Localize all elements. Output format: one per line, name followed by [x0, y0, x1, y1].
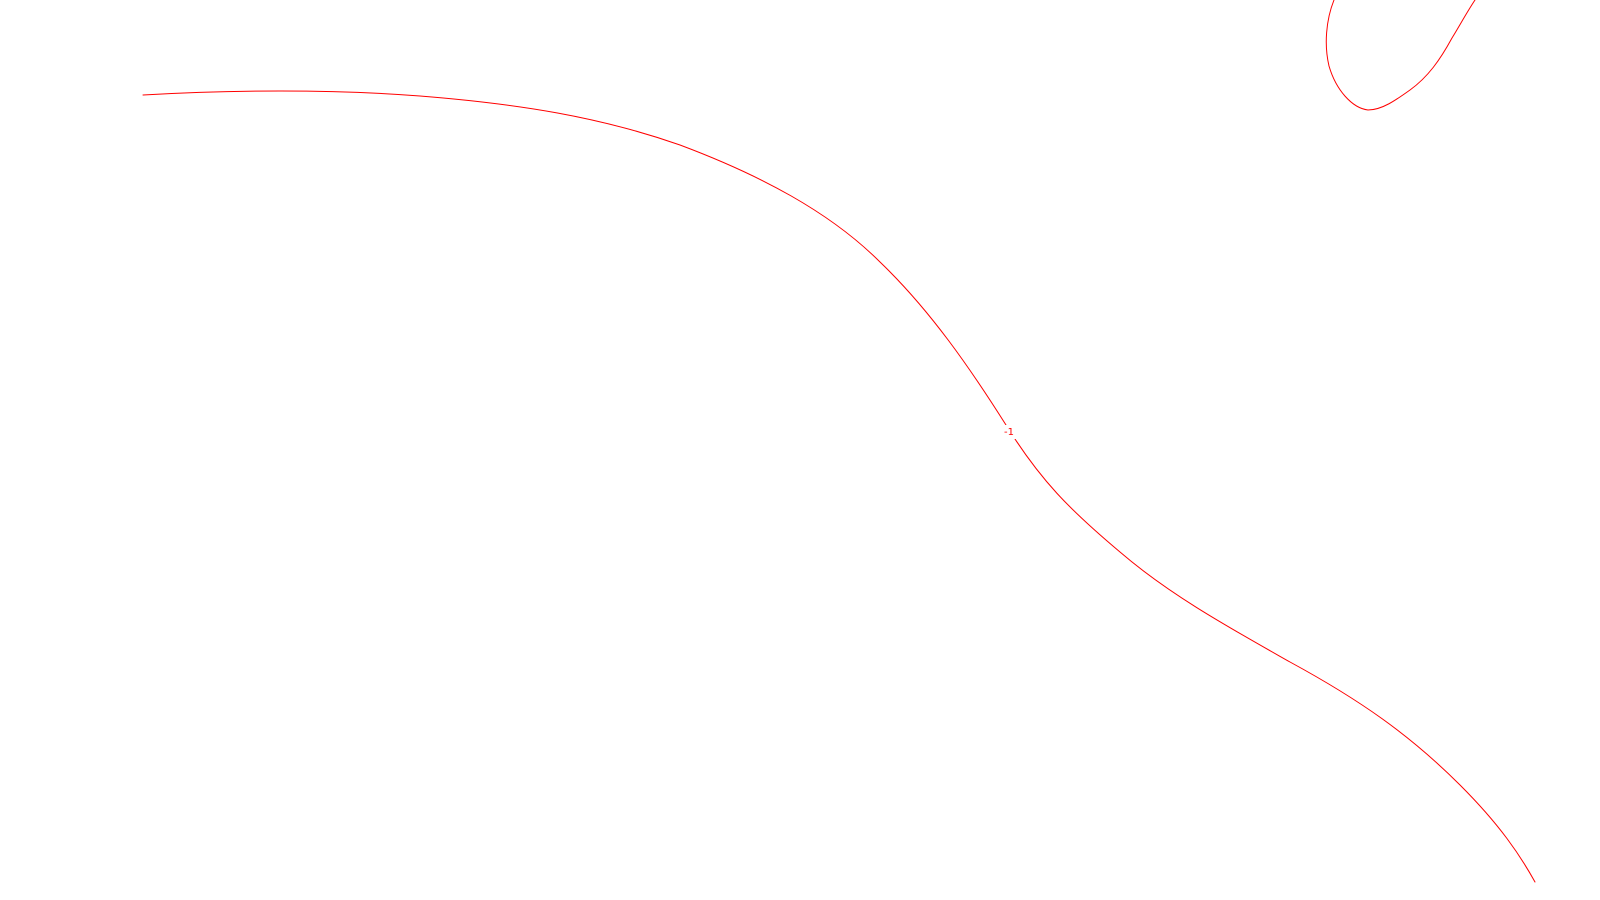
contour-line-loop: [1325, 0, 1476, 111]
contour-line-main: [142, 90, 1536, 883]
contour-label-background: [1001, 425, 1017, 439]
contour-level-label: -1: [1004, 427, 1014, 438]
contour-label-group: -1: [1001, 425, 1017, 439]
